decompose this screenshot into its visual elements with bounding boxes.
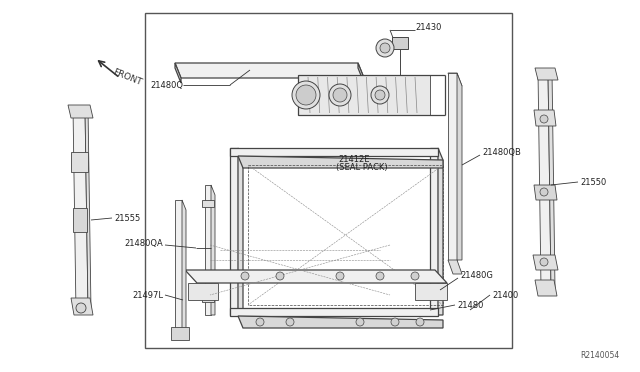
Polygon shape	[71, 298, 93, 315]
Polygon shape	[533, 255, 558, 270]
Polygon shape	[182, 200, 186, 335]
Polygon shape	[85, 108, 91, 310]
Polygon shape	[448, 73, 462, 86]
Polygon shape	[175, 200, 182, 335]
Polygon shape	[457, 73, 462, 260]
Polygon shape	[230, 148, 438, 156]
Circle shape	[356, 318, 364, 326]
Bar	[145, 13, 512, 348]
Circle shape	[329, 84, 351, 106]
Polygon shape	[175, 63, 181, 83]
Polygon shape	[202, 200, 214, 207]
Polygon shape	[448, 73, 457, 260]
Polygon shape	[171, 327, 189, 340]
Text: 21480Q: 21480Q	[150, 80, 183, 90]
Circle shape	[292, 81, 320, 109]
Text: FRONT: FRONT	[111, 68, 143, 88]
Polygon shape	[548, 72, 555, 288]
Circle shape	[336, 272, 344, 280]
Polygon shape	[448, 260, 462, 274]
Polygon shape	[73, 108, 88, 312]
Circle shape	[371, 86, 389, 104]
Circle shape	[416, 318, 424, 326]
Circle shape	[376, 272, 384, 280]
Polygon shape	[535, 68, 558, 80]
Polygon shape	[298, 75, 430, 115]
Polygon shape	[230, 308, 438, 316]
Text: (SEAL PACK): (SEAL PACK)	[336, 163, 388, 172]
Text: 21480QA: 21480QA	[124, 238, 163, 247]
Polygon shape	[438, 148, 443, 315]
Text: 21400: 21400	[492, 291, 518, 299]
Polygon shape	[188, 283, 218, 300]
Circle shape	[376, 39, 394, 57]
Circle shape	[276, 272, 284, 280]
Polygon shape	[238, 156, 443, 168]
Polygon shape	[535, 280, 557, 296]
Circle shape	[241, 272, 249, 280]
Polygon shape	[73, 208, 87, 232]
Polygon shape	[185, 270, 447, 283]
Text: 21480G: 21480G	[460, 271, 493, 280]
Circle shape	[286, 318, 294, 326]
Polygon shape	[358, 63, 364, 83]
Polygon shape	[202, 295, 214, 302]
Polygon shape	[538, 72, 551, 288]
Text: 21480QB: 21480QB	[482, 148, 521, 157]
Bar	[392, 37, 408, 49]
Circle shape	[296, 85, 316, 105]
Text: R2140054: R2140054	[580, 351, 620, 360]
Polygon shape	[238, 148, 243, 315]
Polygon shape	[205, 185, 211, 315]
Text: 21497L: 21497L	[132, 291, 163, 299]
Polygon shape	[238, 316, 443, 328]
Polygon shape	[430, 148, 438, 315]
Polygon shape	[230, 148, 238, 315]
Circle shape	[391, 318, 399, 326]
Polygon shape	[211, 185, 215, 315]
Circle shape	[540, 115, 548, 123]
Polygon shape	[68, 105, 93, 118]
Polygon shape	[415, 283, 447, 300]
Text: 21412E: 21412E	[338, 155, 369, 164]
Circle shape	[256, 318, 264, 326]
Text: 21430: 21430	[415, 23, 442, 32]
Circle shape	[540, 258, 548, 266]
Circle shape	[411, 272, 419, 280]
Text: 21550: 21550	[580, 177, 606, 186]
Circle shape	[76, 303, 86, 313]
Text: 21555: 21555	[114, 214, 140, 222]
Polygon shape	[534, 110, 556, 126]
Circle shape	[540, 188, 548, 196]
Circle shape	[375, 90, 385, 100]
Text: 21480: 21480	[457, 301, 483, 310]
Circle shape	[333, 88, 347, 102]
Circle shape	[380, 43, 390, 53]
Polygon shape	[534, 185, 557, 200]
Polygon shape	[71, 152, 88, 172]
Polygon shape	[175, 63, 364, 78]
